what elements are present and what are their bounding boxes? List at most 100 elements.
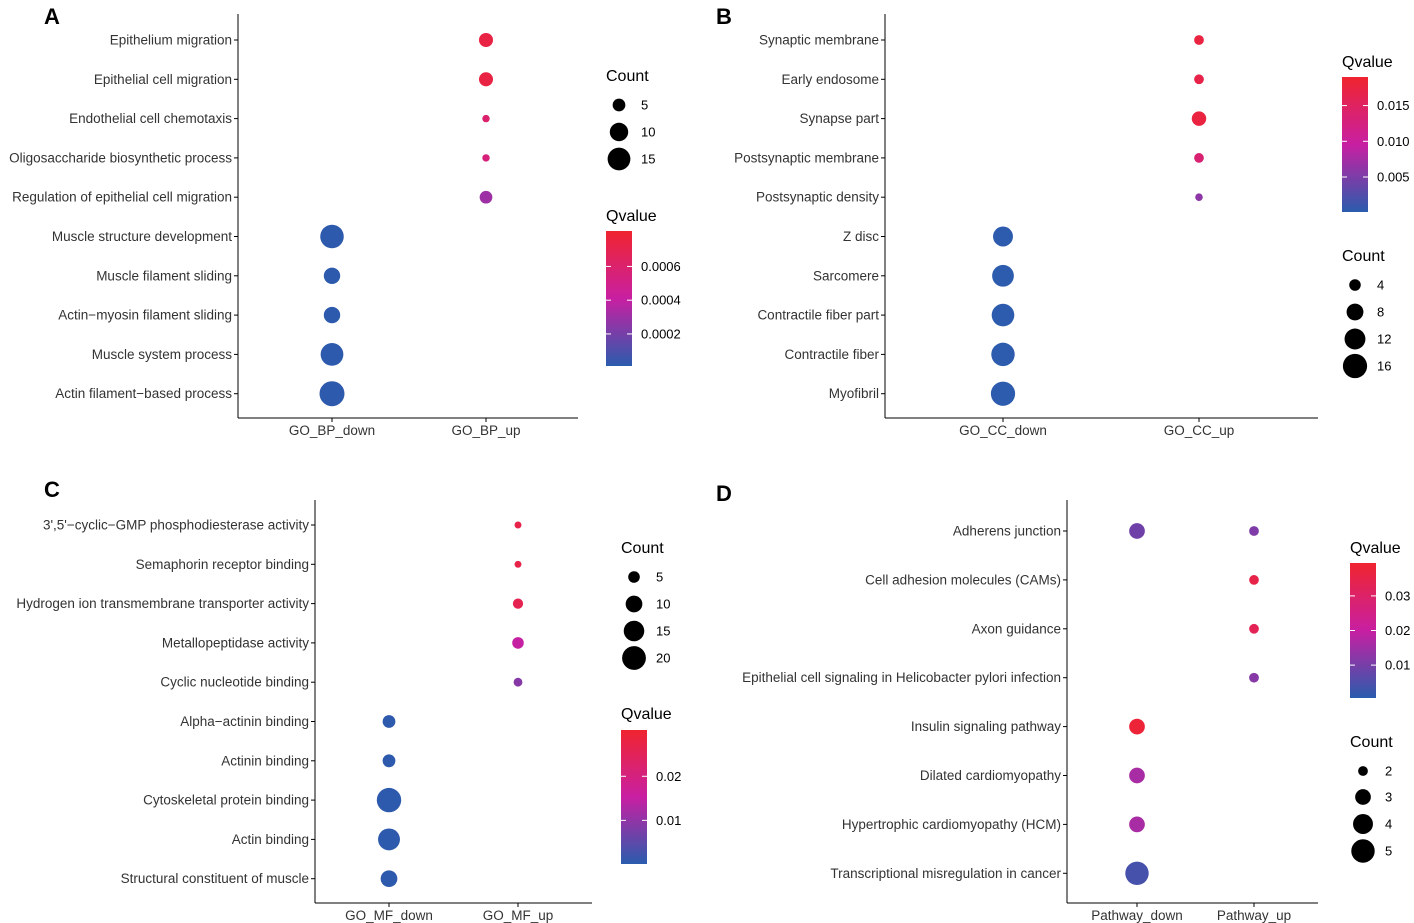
x-tick-label: GO_BP_up <box>451 423 520 438</box>
y-tick-label: Actin−myosin filament sliding <box>58 308 232 323</box>
data-point <box>320 224 344 249</box>
data-point <box>323 306 341 324</box>
data-point <box>1249 526 1259 536</box>
y-tick-label: Transcriptional misregulation in cancer <box>830 866 1061 881</box>
y-tick-label: Epithelial cell migration <box>94 72 232 87</box>
count-legend-dot <box>1355 789 1371 805</box>
data-point <box>376 787 402 813</box>
panel-d: D Adherens junction Cell adhesion molecule… <box>716 481 1410 923</box>
data-point <box>478 72 494 87</box>
data-point <box>992 264 1014 287</box>
y-tick-label: Contractile fiber part <box>757 308 879 323</box>
panel-b: B Synaptic membrane Early endosome Synapse … <box>716 4 1410 438</box>
y-tick-label: Epithelium migration <box>110 33 232 48</box>
data-point <box>319 381 345 407</box>
y-tick-label: Semaphorin receptor binding <box>136 557 309 572</box>
y-tick-label: 3',5'−cyclic−GMP phosphodiesterase activ… <box>43 518 309 533</box>
count-legend-dot <box>609 122 629 142</box>
y-tick-label: Contractile fiber <box>784 347 879 362</box>
qvalue-legend-title: Qvalue <box>621 706 672 723</box>
data-point <box>1129 718 1145 735</box>
y-tick-label: Oligosaccharide biosynthetic process <box>9 150 232 165</box>
qvalue-legend-label: 0.03 <box>1385 588 1410 603</box>
panel-c: C 3',5'−cyclic−GMP phosphodiesterase acti… <box>16 477 681 923</box>
count-legend-label: 20 <box>656 651 670 666</box>
count-legend-label: 15 <box>641 152 655 167</box>
count-legend-title: Count <box>606 68 649 85</box>
x-tick-label: GO_MF_down <box>345 908 433 923</box>
y-tick-label: Axon guidance <box>972 621 1061 636</box>
data-point <box>512 637 524 649</box>
data-point <box>1194 153 1204 163</box>
count-legend-label: 3 <box>1385 790 1392 805</box>
y-tick-label: Synaptic membrane <box>759 33 879 48</box>
data-point <box>482 154 490 162</box>
y-tick-label: Actinin binding <box>221 753 309 768</box>
count-legend-label: 4 <box>1377 278 1384 293</box>
data-point <box>514 521 522 529</box>
y-tick-label: Dilated cardiomyopathy <box>920 768 1061 783</box>
data-point <box>478 32 494 48</box>
panel-letter: D <box>716 481 732 506</box>
y-tick-label: Actin binding <box>232 832 309 847</box>
qvalue-legend-label: 0.01 <box>656 813 681 828</box>
data-point <box>1194 35 1204 45</box>
y-tick-label: Postsynaptic membrane <box>734 150 879 165</box>
count-legend-label: 16 <box>1377 359 1391 374</box>
count-legend-label: 5 <box>656 570 663 585</box>
data-point <box>991 303 1015 327</box>
x-tick-label: Pathway_up <box>1217 908 1291 923</box>
data-point <box>1249 623 1259 634</box>
y-tick-label: Adherens junction <box>953 524 1061 539</box>
data-point <box>382 715 396 728</box>
data-point <box>479 190 493 204</box>
count-legend-title: Count <box>621 540 664 557</box>
y-tick-label: Z disc <box>843 229 879 244</box>
count-legend-dot <box>1342 353 1368 379</box>
x-tick-label: GO_CC_down <box>959 423 1047 438</box>
data-point <box>380 870 398 888</box>
count-legend-dot <box>1353 814 1373 834</box>
data-point <box>1249 575 1259 585</box>
y-tick-label: Endothelial cell chemotaxis <box>69 111 232 126</box>
qvalue-legend-label: 0.0002 <box>641 326 681 341</box>
y-tick-label: Sarcomere <box>813 268 879 283</box>
y-tick-label: Insulin signaling pathway <box>911 719 1061 734</box>
qvalue-legend-title: Qvalue <box>1342 54 1393 71</box>
y-tick-label: Early endosome <box>781 72 879 87</box>
y-tick-label: Hydrogen ion transmembrane transporter a… <box>16 596 309 611</box>
panel-letter: A <box>44 4 60 29</box>
y-tick-label: Hypertrophic cardiomyopathy (HCM) <box>842 817 1061 832</box>
qvalue-colorbar <box>606 231 632 366</box>
y-tick-label: Structural constituent of muscle <box>121 871 309 886</box>
y-tick-label: Metallopeptidase activity <box>162 635 309 650</box>
count-legend-label: 15 <box>656 624 670 639</box>
data-point <box>1129 523 1145 539</box>
y-tick-label: Muscle system process <box>92 347 233 362</box>
data-point <box>512 598 524 609</box>
data-point <box>1129 816 1145 833</box>
count-legend-label: 5 <box>641 98 648 113</box>
count-legend-label: 4 <box>1385 817 1392 832</box>
data-point <box>990 381 1016 406</box>
y-tick-label: Postsynaptic density <box>756 190 879 205</box>
x-tick-label: GO_CC_up <box>1164 423 1235 438</box>
data-point <box>320 343 344 366</box>
data-point <box>1129 767 1145 784</box>
qvalue-legend-label: 0.02 <box>1385 623 1410 638</box>
count-legend-title: Count <box>1342 248 1385 265</box>
data-point <box>991 342 1015 367</box>
y-tick-label: Epithelial cell signaling in Helicobacte… <box>742 670 1061 685</box>
data-point <box>1195 193 1203 201</box>
qvalue-legend-label: 0.015 <box>1377 98 1410 113</box>
y-tick-label: Muscle structure development <box>52 229 232 244</box>
data-point <box>1191 111 1207 126</box>
y-tick-label: Myofibril <box>829 386 879 401</box>
x-tick-label: Pathway_down <box>1091 908 1183 923</box>
data-point <box>1194 74 1204 85</box>
count-legend-label: 5 <box>1385 844 1392 859</box>
panel-a: A Epithelium migration Epithelial cell mig… <box>9 4 681 438</box>
y-tick-label: Actin filament−based process <box>55 386 232 401</box>
data-point <box>378 828 400 851</box>
